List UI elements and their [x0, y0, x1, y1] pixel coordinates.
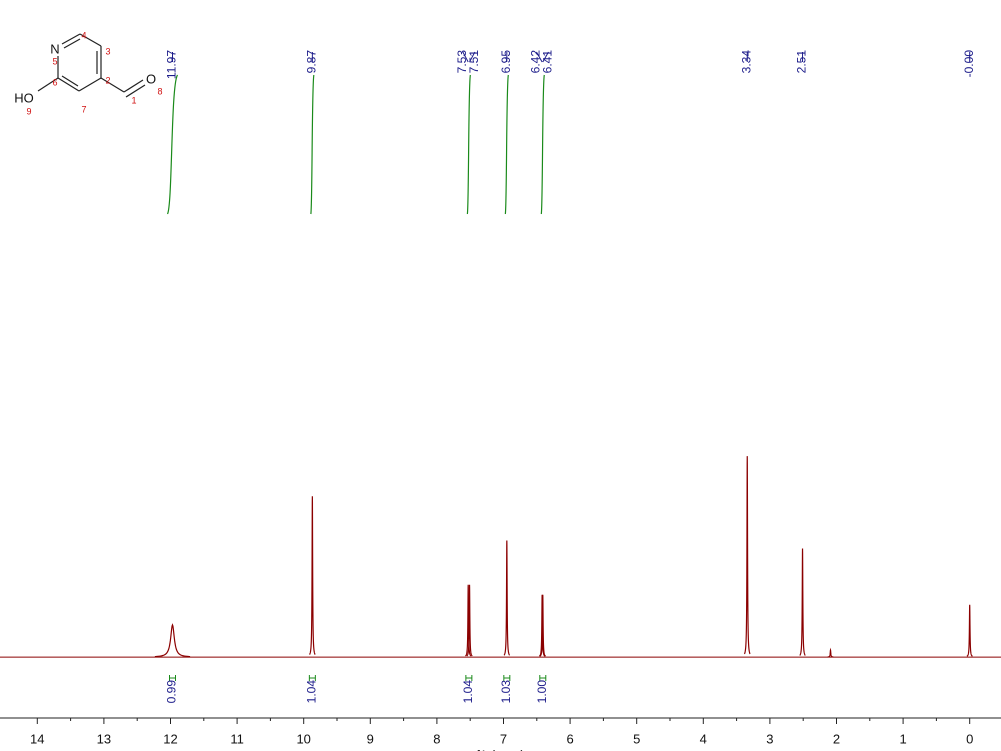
x-tick-label: 8 [433, 731, 440, 746]
peak [154, 623, 191, 658]
peak [466, 584, 473, 657]
x-tick-label: 12 [163, 731, 177, 746]
peak-label: 6.42 [529, 50, 543, 74]
x-tick-label: 9 [367, 731, 374, 746]
peak-label: 2.51 [795, 50, 809, 74]
integral-label: 1.00 [535, 680, 549, 704]
x-tick-label: 0 [966, 731, 973, 746]
atom-number: 2 [105, 75, 110, 85]
peak [966, 604, 973, 657]
peak [799, 548, 806, 656]
x-tick-label: 14 [30, 731, 44, 746]
atom-label: HO [14, 90, 34, 105]
bond [37, 77, 59, 92]
integral-curve [540, 74, 545, 215]
atom-number: 9 [26, 106, 31, 116]
peak-label-leader [469, 51, 476, 63]
atom-number: 3 [105, 46, 110, 56]
atom-number: 4 [81, 30, 86, 40]
integral-curve [310, 74, 315, 215]
bond [61, 33, 81, 45]
atom-number: 8 [157, 86, 162, 96]
bond [78, 77, 102, 92]
peak-label-leader [536, 51, 543, 63]
atom-number: 6 [52, 77, 57, 87]
x-tick-label: 4 [700, 731, 707, 746]
x-tick-label: 10 [296, 731, 310, 746]
atom-label: N [50, 41, 59, 56]
integral-curve [504, 74, 509, 215]
integral-label: 1.04 [305, 680, 319, 704]
peak-label: 9.87 [305, 50, 319, 74]
peak-label: 11.97 [165, 50, 179, 79]
x-tick-label: 1 [899, 731, 906, 746]
x-tick-label: 7 [500, 731, 507, 746]
x-tick-label: 11 [230, 731, 244, 746]
peak [827, 647, 834, 658]
peak-label-leader [542, 51, 549, 63]
atom-label: O [146, 71, 156, 86]
x-tick-label: 2 [833, 731, 840, 746]
bond [123, 79, 144, 93]
integral-curve [466, 74, 471, 215]
peak-label: 7.51 [467, 50, 481, 74]
x-axis-label: f1 (ppm) [476, 747, 524, 751]
peak-label: -0.00 [962, 50, 976, 78]
peak-label: 6.95 [499, 50, 513, 74]
molecule [37, 33, 146, 98]
bond [57, 77, 80, 92]
peak [465, 584, 472, 657]
x-tick-label: 3 [766, 731, 773, 746]
bond [63, 38, 81, 49]
atom-number: 5 [52, 56, 57, 66]
peak-label: 6.41 [541, 50, 555, 74]
peak-label: 7.53 [455, 50, 469, 74]
peak [309, 496, 316, 655]
peak [503, 540, 511, 656]
bond [125, 84, 146, 98]
integral-label: 0.99 [165, 680, 179, 704]
integral-label: 1.03 [499, 680, 513, 704]
peak-label-leader [462, 51, 469, 63]
integral-curve [166, 74, 179, 215]
bond [100, 77, 125, 93]
atom-number: 7 [81, 104, 86, 114]
bond [61, 75, 79, 87]
x-tick-label: 6 [566, 731, 573, 746]
peak [743, 456, 751, 655]
integral-label: 1.04 [461, 680, 475, 704]
peak-label: 3.34 [739, 50, 753, 74]
bond [79, 33, 102, 47]
x-tick-label: 5 [633, 731, 640, 746]
peak [539, 594, 546, 657]
x-tick-label: 13 [97, 731, 111, 746]
atom-number: 1 [131, 95, 136, 105]
